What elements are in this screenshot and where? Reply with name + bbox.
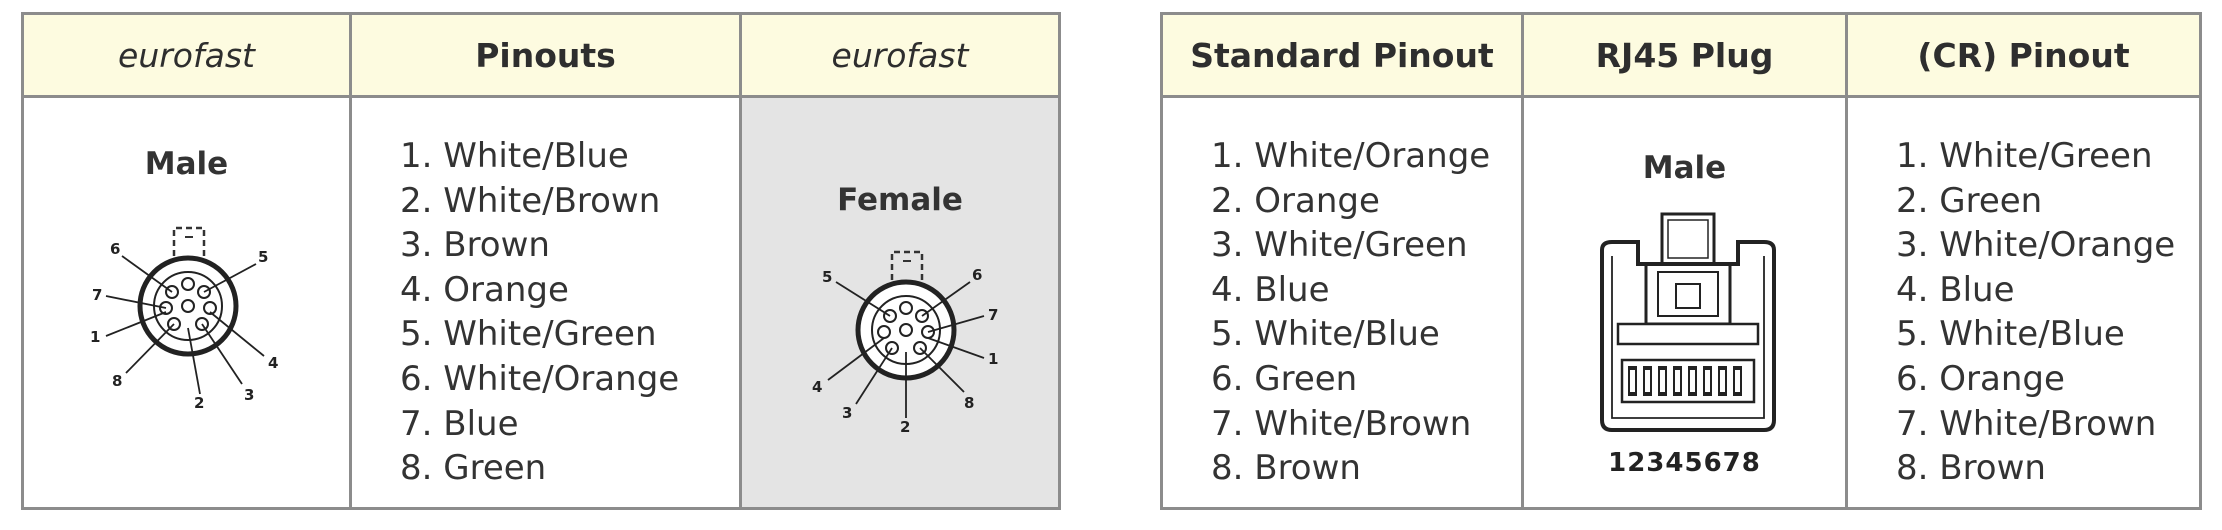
- rj45-plug-cell: Male: [1521, 98, 1845, 507]
- female-label: Female: [837, 182, 963, 218]
- male-label: Male: [144, 146, 229, 182]
- plug-pin-numbers: 12345678: [1608, 448, 1761, 478]
- female-pin-7-label: 7: [988, 306, 998, 324]
- female-pin-4-label: 4: [812, 378, 822, 396]
- pinout-item: 4. Orange: [400, 269, 569, 310]
- male-pin-8-label: 8: [112, 372, 122, 390]
- female-connector-diagram: 5 6 7 4 1 3 8 2: [812, 250, 998, 432]
- standard-pinout-item: 1. White/Orange: [1211, 136, 1491, 176]
- cr-pinout-item: 5. White/Blue: [1896, 314, 2125, 355]
- female-pin-2-label: 2: [900, 418, 910, 432]
- cr-pinout-item: 1. White/Green: [1896, 136, 2153, 176]
- cr-pinout-item: 7. White/Brown: [1896, 403, 2157, 444]
- cr-pinout-item: 6. Orange: [1896, 358, 2065, 399]
- pinouts-cell: 1. White/Blue 2. White/Brown 3. Brown 4.…: [349, 98, 739, 507]
- rj45-pinout-table: Standard Pinout RJ45 Plug (CR) Pinout 1.…: [1160, 12, 2202, 510]
- standard-pinout-item: 4. Blue: [1211, 269, 1330, 310]
- standard-pinout-item: 8. Brown: [1211, 448, 1361, 489]
- cr-pinout-list: 1. White/Green 2. Green 3. White/Orange …: [1896, 134, 2175, 491]
- male-connector-diagram: 6 5 7 1 4 8 3 2: [90, 226, 278, 408]
- male-pin-4-label: 4: [268, 354, 278, 372]
- female-pin-1-label: 1: [988, 350, 998, 368]
- pinout-item: 1. White/Blue: [400, 136, 629, 176]
- rj45-plug-diagram: [1600, 212, 1776, 432]
- female-pin-6-label: 6: [972, 266, 982, 284]
- male-pin-7-label: 7: [92, 286, 102, 304]
- standard-pinout-item: 3. White/Green: [1211, 225, 1468, 266]
- header-pinouts: Pinouts: [349, 15, 739, 98]
- standard-pinout-cell: 1. White/Orange 2. Orange 3. White/Green…: [1163, 98, 1521, 507]
- standard-pinout-list: 1. White/Orange 2. Orange 3. White/Green…: [1211, 134, 1490, 491]
- pinouts-list: 1. White/Blue 2. White/Brown 3. Brown 4.…: [400, 134, 679, 491]
- cr-pinout-item: 8. Brown: [1896, 448, 2046, 489]
- male-pin-3-label: 3: [244, 386, 254, 404]
- male-pin-6-label: 6: [110, 240, 120, 258]
- header-eurofast-male: eurofast: [24, 15, 349, 98]
- cr-pinout-item: 2. Green: [1896, 180, 2043, 221]
- header-eurofast-female: eurofast: [739, 15, 1058, 98]
- cr-pinout-item: 3. White/Orange: [1896, 225, 2176, 266]
- header-rj45-plug: RJ45 Plug: [1521, 15, 1845, 98]
- header-cr-pinout: (CR) Pinout: [1845, 15, 2199, 98]
- pinout-item: 2. White/Brown: [400, 180, 661, 221]
- male-pin-2-label: 2: [194, 394, 204, 408]
- standard-pinout-item: 7. White/Brown: [1211, 403, 1472, 444]
- male-connector-cell: Male: [24, 98, 349, 507]
- standard-pinout-item: 5. White/Blue: [1211, 314, 1440, 355]
- plug-male-label: Male: [1642, 150, 1727, 186]
- female-connector-cell: Female 5 6 7: [739, 98, 1058, 507]
- cr-pinout-cell: 1. White/Green 2. Green 3. White/Orange …: [1845, 98, 2199, 507]
- pinout-item: 6. White/Orange: [400, 358, 680, 399]
- pinout-item: 8. Green: [400, 448, 547, 489]
- male-pin-1-label: 1: [90, 328, 100, 346]
- female-pin-8-label: 8: [964, 394, 974, 412]
- header-standard-pinout: Standard Pinout: [1163, 15, 1521, 98]
- female-pin-5-label: 5: [822, 268, 832, 286]
- standard-pinout-item: 2. Orange: [1211, 180, 1380, 221]
- cr-pinout-item: 4. Blue: [1896, 269, 2015, 310]
- eurofast-pinout-table: eurofast Pinouts eurofast Male: [21, 12, 1061, 510]
- female-pin-3-label: 3: [842, 404, 852, 422]
- standard-pinout-item: 6. Green: [1211, 358, 1358, 399]
- male-pin-5-label: 5: [258, 248, 268, 266]
- pinout-item: 7. Blue: [400, 403, 519, 444]
- pinout-item: 3. Brown: [400, 225, 550, 266]
- pinout-item: 5. White/Green: [400, 314, 657, 355]
